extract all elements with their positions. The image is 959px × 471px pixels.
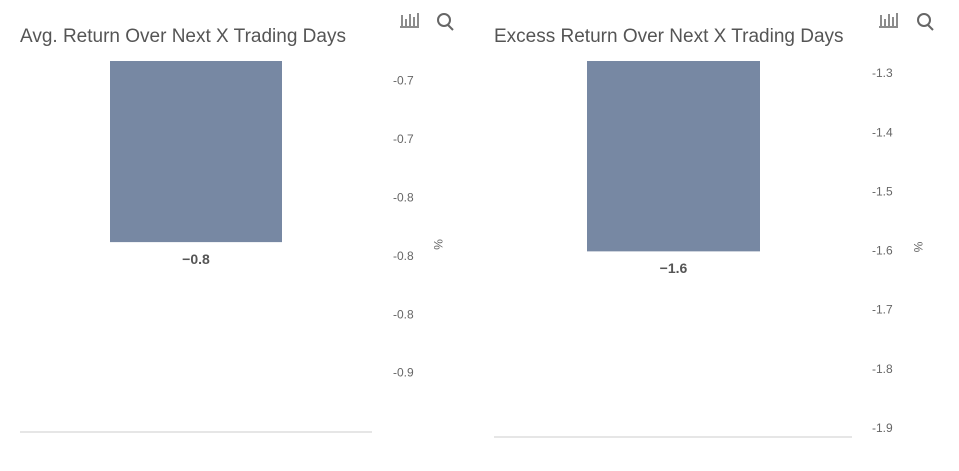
y-tick-label: -1.8 — [872, 362, 893, 376]
data-label: −1.6 — [660, 260, 688, 276]
y-tick-label: -0.9 — [393, 366, 414, 380]
search-icon[interactable] — [917, 13, 934, 31]
bar — [110, 61, 282, 243]
y-tick-label: -1.4 — [872, 125, 893, 139]
y-tick-label: -1.9 — [872, 421, 893, 435]
chart-type-icon[interactable] — [879, 13, 898, 28]
chart-title: Avg. Return Over Next X Trading Days — [20, 26, 346, 47]
y-tick-label: -1.7 — [872, 303, 893, 317]
search-icon[interactable] — [437, 13, 454, 31]
y-tick-label: -0.7 — [393, 74, 414, 88]
y-tick-label: -1.6 — [872, 244, 893, 258]
y-tick-label: -0.8 — [393, 249, 414, 263]
y-axis-label: % — [431, 239, 445, 250]
toolbar-2 — [879, 13, 934, 31]
y-axis-label: % — [911, 242, 925, 253]
toolbar-1 — [400, 13, 454, 31]
y-tick-label: -1.5 — [872, 184, 893, 198]
y-tick-label: -1.3 — [872, 66, 893, 80]
bar — [587, 61, 760, 252]
chart-title: Excess Return Over Next X Trading Days — [494, 26, 844, 47]
y-tick-label: -0.7 — [393, 132, 414, 146]
y-tick-label: -0.8 — [393, 307, 414, 321]
data-label: −0.8 — [182, 251, 210, 267]
y-tick-label: -0.8 — [393, 190, 414, 204]
chart-type-icon[interactable] — [400, 13, 419, 28]
